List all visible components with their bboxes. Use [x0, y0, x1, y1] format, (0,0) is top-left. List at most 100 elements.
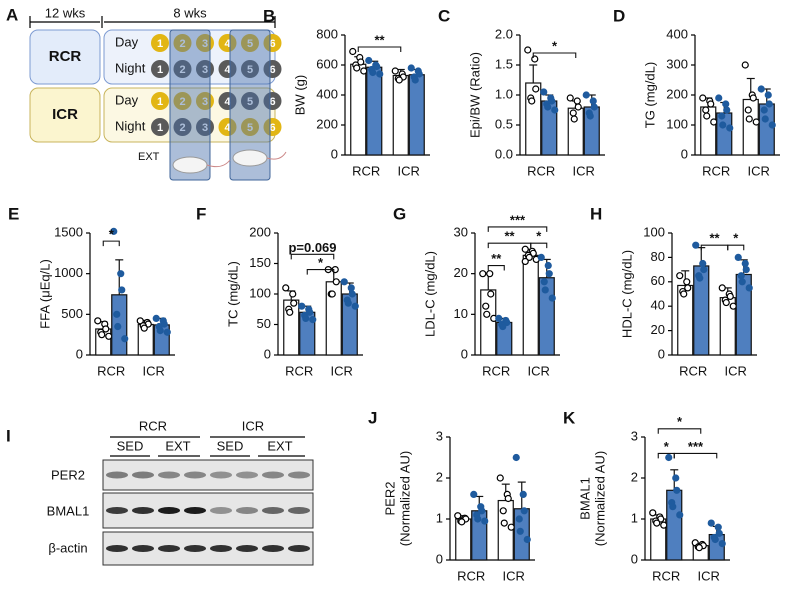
data-point [718, 112, 726, 120]
schedule-number: 4 [224, 64, 231, 76]
blot-band [236, 507, 258, 514]
data-point [676, 272, 684, 280]
data-point [499, 507, 507, 515]
bar [408, 74, 425, 156]
data-point [715, 529, 723, 537]
data-point [458, 518, 466, 526]
duration-label: 12 wks [45, 5, 86, 20]
panel-i: I RCR ICR SED EXT SED EXT PER2 BMAL1 β-a… [6, 418, 314, 566]
schedule-number: 1 [157, 96, 163, 108]
panel-letter: B [263, 6, 275, 25]
data-point [415, 70, 423, 78]
y-tick-label: 1500 [54, 224, 83, 239]
data-point [660, 521, 668, 529]
data-point [551, 106, 559, 114]
schedule-dot [151, 60, 169, 78]
schedule-number: 6 [269, 64, 275, 76]
data-point [729, 302, 737, 310]
data-point [286, 308, 294, 316]
y-tick-label: 0.0 [495, 146, 513, 161]
y-tick-label: 400 [666, 26, 688, 41]
data-point [482, 302, 490, 310]
blot-band [184, 545, 206, 552]
y-tick-label: 0 [436, 551, 443, 566]
data-point [749, 94, 757, 102]
schedule-number: 4 [224, 38, 231, 50]
significance-label: * [552, 38, 558, 53]
data-point [744, 106, 752, 114]
significance-label: * [733, 231, 739, 246]
significance-bracket [357, 46, 402, 52]
y-tick-label: 0 [658, 346, 665, 361]
bar [522, 254, 539, 356]
significance-label: * [677, 414, 683, 429]
y-axis-label: TG (mg/dL) [642, 62, 657, 128]
panel-letter: J [368, 408, 377, 427]
y-tick-label: 1.0 [495, 86, 513, 101]
x-tick-label: RCR [97, 363, 125, 378]
data-point [653, 519, 661, 527]
schedule-dot [151, 92, 169, 110]
y-tick-label: 800 [316, 26, 338, 41]
blot-band [158, 545, 180, 552]
data-point [105, 332, 113, 340]
data-point [726, 124, 734, 132]
data-point [289, 290, 297, 298]
panel-letter: C [438, 6, 450, 25]
schedule-dot [218, 92, 237, 110]
blot-band [236, 545, 258, 552]
y-tick-label: 1 [631, 510, 638, 525]
data-point [696, 274, 704, 282]
y-tick-label: 1 [436, 510, 443, 525]
x-tick-label: ICR [748, 163, 770, 178]
data-point [590, 103, 598, 111]
data-point [121, 335, 129, 343]
data-point [391, 67, 399, 75]
y-axis-label: Epi/BW (Ratio) [467, 52, 482, 138]
y-tick-label: 500 [61, 306, 83, 321]
data-point [117, 270, 125, 278]
data-point [376, 70, 384, 78]
schedule-dot [218, 34, 237, 52]
row-label: Night [115, 118, 146, 133]
significance-bracket [487, 226, 548, 232]
significance-label: p=0.069 [288, 240, 336, 255]
chart-panel: B BW (g) 0 200 400 600 800 RCR ICR ** [263, 6, 430, 178]
blot-band [184, 471, 206, 479]
data-point [102, 325, 110, 333]
y-axis-label: FFA (μEq/L) [37, 259, 52, 329]
y-tick-label: 40 [651, 298, 665, 313]
y-tick-label: 200 [666, 86, 688, 101]
significance-bracket [673, 452, 718, 459]
data-point [531, 55, 539, 63]
data-point [545, 270, 553, 278]
data-point [357, 58, 365, 66]
data-point [752, 118, 760, 126]
panel-letter: K [563, 408, 576, 427]
data-point [474, 515, 482, 523]
data-point [768, 121, 776, 129]
data-point [541, 286, 549, 294]
data-point [700, 266, 708, 274]
y-tick-label: 600 [316, 56, 338, 71]
data-point [483, 310, 491, 318]
schedule-dot [241, 34, 259, 52]
significance-bracket [290, 253, 335, 260]
group-label: ICR [242, 418, 264, 433]
blot [102, 459, 314, 566]
data-point [470, 490, 478, 498]
data-point [515, 515, 523, 523]
y-axis-label: HDL-C (mg/dL) [619, 250, 634, 338]
x-tick-label: RCR [679, 363, 707, 378]
panel-a: A 12 wks 8 wks RCR ICR Day 1 2 3 4 5 6 Night 1 2 3… [6, 5, 287, 181]
schedule-number: 1 [157, 122, 163, 134]
data-point [673, 486, 681, 494]
duration-label: 8 wks [173, 5, 207, 20]
y-tick-label: 150 [249, 255, 271, 270]
data-point [649, 509, 657, 517]
y-axis-label: BW (g) [292, 75, 307, 115]
y-tick-label: 0.5 [495, 116, 513, 131]
y-tick-label: 1.5 [495, 56, 513, 71]
